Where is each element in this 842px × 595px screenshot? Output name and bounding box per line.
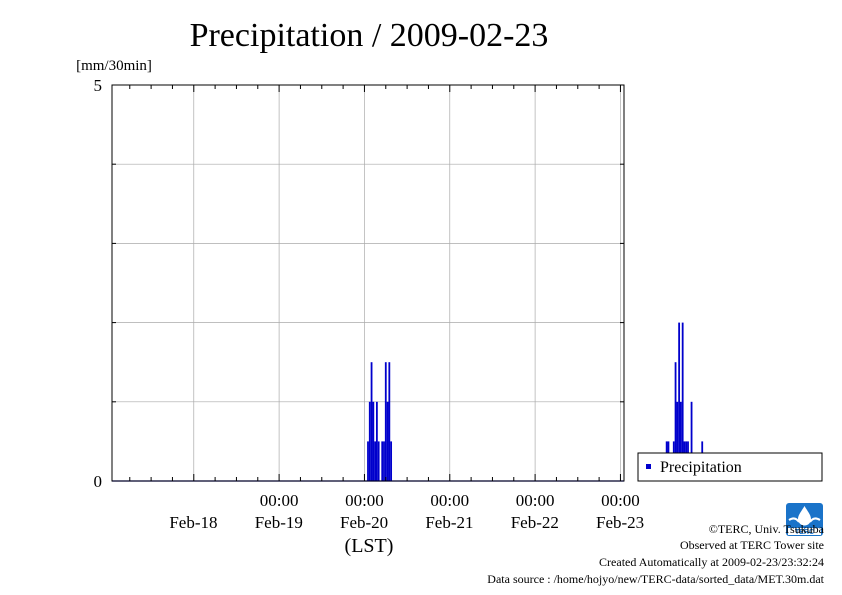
y-tick-label: 0 bbox=[94, 472, 103, 491]
precipitation-bar bbox=[367, 441, 369, 481]
precipitation-bar bbox=[690, 401, 693, 481]
precipitation-bar bbox=[676, 401, 679, 481]
precipitation-bar bbox=[678, 322, 681, 481]
x-date-label: Feb-23 bbox=[596, 513, 644, 532]
logo-text: TERC bbox=[795, 529, 814, 536]
precipitation-bar bbox=[386, 401, 389, 481]
x-date-label: Feb-19 bbox=[255, 513, 303, 532]
precipitation-bar bbox=[368, 401, 371, 481]
footer-copyright: ©TERC, Univ. Tsukuba bbox=[708, 522, 824, 536]
x-axis-tick-labels: 00:00 00:00 00:00 00:00 00:00 Feb-18 Feb-19 Feb… bbox=[169, 491, 644, 532]
x-date-label: Feb-18 bbox=[169, 513, 217, 532]
x-date-label: Feb-22 bbox=[511, 513, 559, 532]
x-axis-label: (LST) bbox=[345, 535, 394, 557]
footer-observed: Observed at TERC Tower site bbox=[679, 538, 824, 552]
plot-area-frame bbox=[111, 84, 625, 482]
y-axis-tick-labels: 05 bbox=[94, 76, 103, 491]
axis-ticks bbox=[112, 84, 624, 482]
precipitation-bar bbox=[377, 441, 380, 481]
grid-lines bbox=[112, 85, 624, 481]
footer-data-source: Data source : /home/hojyo/new/TERC-data/… bbox=[487, 572, 824, 586]
precipitation-bar bbox=[681, 322, 684, 481]
y-axis-unit: [mm/30min] bbox=[76, 58, 152, 74]
legend-swatch bbox=[646, 464, 651, 469]
legend-entry-precipitation: Precipitation bbox=[660, 459, 742, 476]
precipitation-bar bbox=[674, 362, 677, 481]
x-date-label: Feb-20 bbox=[340, 513, 388, 532]
x-date-label: Feb-21 bbox=[425, 513, 473, 532]
precipitation-bar bbox=[374, 441, 377, 481]
precipitation-bar bbox=[372, 401, 375, 481]
y-tick-label: 5 bbox=[94, 76, 103, 95]
x-tick-time-label: 00:00 bbox=[516, 491, 555, 510]
x-tick-time-label: 00:00 bbox=[430, 491, 469, 510]
precipitation-bar bbox=[388, 362, 391, 481]
x-tick-time-label: 00:00 bbox=[601, 491, 640, 510]
precipitation-bar bbox=[390, 441, 393, 481]
footer-created: Created Automatically at 2009-02-23/23:3… bbox=[599, 555, 824, 569]
x-tick-time-label: 00:00 bbox=[260, 491, 299, 510]
chart-title: Precipitation / 2009-02-23 bbox=[190, 17, 549, 54]
terc-logo: TERC bbox=[786, 503, 823, 536]
precipitation-bar bbox=[370, 362, 373, 481]
x-tick-time-label: 00:00 bbox=[345, 491, 384, 510]
precipitation-bar bbox=[381, 441, 384, 481]
precipitation-bar bbox=[383, 441, 385, 481]
legend: Precipitation bbox=[637, 452, 823, 482]
precipitation-bar bbox=[384, 362, 387, 481]
precipitation-bar bbox=[679, 401, 682, 481]
legend-box bbox=[637, 452, 823, 482]
precipitation-bar bbox=[375, 401, 378, 481]
